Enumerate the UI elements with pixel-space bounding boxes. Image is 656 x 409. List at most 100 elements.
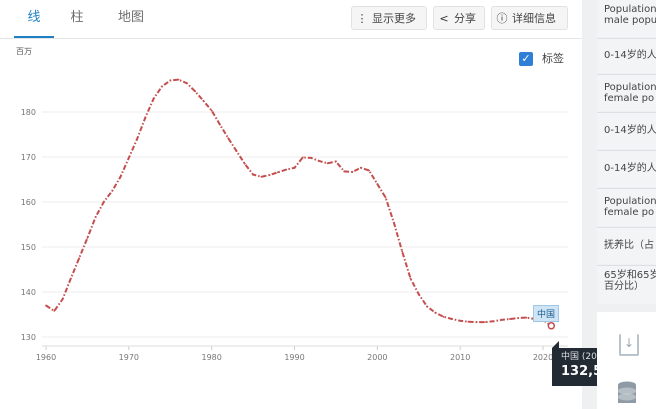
- data-point[interactable]: [467, 320, 470, 323]
- data-point[interactable]: [384, 196, 387, 199]
- indicator-item[interactable]: Population female po: [597, 189, 656, 226]
- data-point[interactable]: [177, 78, 180, 81]
- data-point[interactable]: [434, 311, 437, 314]
- data-point[interactable]: [45, 304, 47, 307]
- data-point[interactable]: [426, 305, 428, 308]
- share-label: 分享: [454, 12, 476, 25]
- data-point[interactable]: [219, 123, 221, 126]
- data-point[interactable]: [227, 137, 230, 139]
- data-point[interactable]: [509, 318, 511, 320]
- data-point[interactable]: [475, 321, 478, 323]
- data-point[interactable]: [517, 317, 519, 319]
- data-point[interactable]: [210, 109, 213, 112]
- data-point[interactable]: [144, 116, 147, 119]
- data-point[interactable]: [293, 166, 296, 169]
- data-point[interactable]: [318, 160, 321, 162]
- data-point[interactable]: [103, 200, 105, 203]
- data-point[interactable]: [285, 168, 288, 171]
- data-point[interactable]: [525, 316, 528, 319]
- data-point[interactable]: [136, 138, 139, 140]
- indicator-item-line: male popu: [604, 15, 656, 26]
- data-point[interactable]: [500, 319, 503, 321]
- data-point[interactable]: [459, 319, 462, 322]
- data-point[interactable]: [119, 175, 122, 178]
- data-point[interactable]: [202, 99, 205, 102]
- x-tick-label: 2000: [367, 353, 387, 362]
- data-point[interactable]: [492, 320, 495, 323]
- data-point[interactable]: [111, 189, 114, 192]
- related-indicators-list: Population male popu 0-14岁的人 Population …: [597, 0, 656, 305]
- data-point[interactable]: [61, 298, 64, 301]
- data-point[interactable]: [277, 171, 279, 174]
- tab-map[interactable]: 地图: [117, 10, 144, 25]
- x-tick-label: 2020: [533, 353, 553, 362]
- data-point[interactable]: [243, 162, 246, 165]
- indicator-item-line: 65岁和65岁: [604, 270, 656, 281]
- data-point[interactable]: [260, 175, 263, 178]
- details-button[interactable]: ⓘ 详细信息: [491, 6, 568, 30]
- indicator-item[interactable]: 0-14岁的人: [597, 113, 656, 149]
- indicator-item[interactable]: Population female po: [597, 75, 656, 111]
- data-point[interactable]: [368, 169, 370, 172]
- data-point[interactable]: [376, 183, 379, 185]
- data-point[interactable]: [268, 174, 271, 176]
- data-point[interactable]: [252, 173, 255, 176]
- data-point[interactable]: [335, 160, 337, 163]
- y-tick-label: 130: [21, 333, 36, 342]
- highlighted-data-point[interactable]: [547, 322, 556, 330]
- data-point[interactable]: [94, 216, 97, 218]
- indicator-item-line: female po: [604, 207, 655, 218]
- y-tick-label: 170: [21, 153, 36, 162]
- data-point[interactable]: [161, 85, 163, 88]
- indicator-item[interactable]: 抚养比（占: [597, 228, 656, 264]
- data-point[interactable]: [53, 310, 56, 312]
- indicator-item[interactable]: 0-14岁的人: [597, 39, 656, 73]
- data-point[interactable]: [69, 277, 72, 280]
- y-axis: 130 140 150 160 170 180: [21, 108, 36, 342]
- data-point[interactable]: [169, 79, 172, 82]
- indicator-item[interactable]: 0-14岁的人: [597, 151, 656, 187]
- share-button[interactable]: < 分享: [433, 6, 485, 30]
- data-point[interactable]: [194, 90, 197, 93]
- data-point[interactable]: [343, 170, 346, 173]
- data-point[interactable]: [351, 171, 354, 173]
- data-point[interactable]: [409, 277, 412, 280]
- data-point[interactable]: [442, 315, 445, 318]
- download-icon[interactable]: ↓: [619, 334, 639, 356]
- indicator-item-line: 百分比）: [604, 281, 644, 292]
- chart-type-tabs: 线 柱 地图 ⋮ 显示更多 < 分享 ⓘ 详细信息: [0, 0, 582, 39]
- data-point[interactable]: [310, 157, 312, 159]
- data-point[interactable]: [152, 97, 155, 100]
- show-more-button[interactable]: ⋮ 显示更多: [351, 6, 427, 30]
- chart-grid: [42, 111, 568, 338]
- y-axis-unit-label: 百万: [16, 47, 32, 56]
- data-point[interactable]: [326, 162, 329, 165]
- data-point[interactable]: [86, 237, 89, 239]
- tab-bar[interactable]: 柱: [70, 10, 84, 25]
- check-icon[interactable]: ✓: [519, 52, 533, 66]
- data-point[interactable]: [401, 250, 404, 253]
- data-point[interactable]: [451, 318, 453, 320]
- data-point[interactable]: [393, 221, 395, 224]
- data-point[interactable]: [484, 321, 486, 323]
- data-point[interactable]: [359, 166, 362, 169]
- x-tick-label: 1990: [284, 353, 304, 362]
- data-point[interactable]: [301, 156, 304, 159]
- tab-line[interactable]: 线: [14, 0, 54, 38]
- data-point[interactable]: [235, 150, 238, 152]
- database-icon[interactable]: [617, 380, 637, 408]
- indicator-item[interactable]: 65岁和65岁 百分比）: [597, 266, 656, 304]
- data-point[interactable]: [417, 293, 420, 296]
- indicator-item-line: 0-14岁的人: [604, 125, 656, 136]
- y-tick-label: 180: [21, 108, 36, 117]
- data-point[interactable]: [185, 82, 188, 85]
- indicator-item-line: 抚养比（占: [604, 240, 654, 251]
- series-line: [45, 78, 552, 327]
- data-point[interactable]: [127, 157, 130, 159]
- show-more-label: 显示更多: [372, 12, 416, 25]
- indicator-item[interactable]: Population male popu: [597, 0, 656, 37]
- x-tick-label: 1970: [119, 353, 139, 362]
- indicator-item-line: female po: [604, 93, 655, 104]
- data-point[interactable]: [78, 257, 80, 260]
- chart-panel: 线 柱 地图 ⋮ 显示更多 < 分享 ⓘ 详细信息 百万 ✓ 标签 130 140 150…: [0, 0, 582, 409]
